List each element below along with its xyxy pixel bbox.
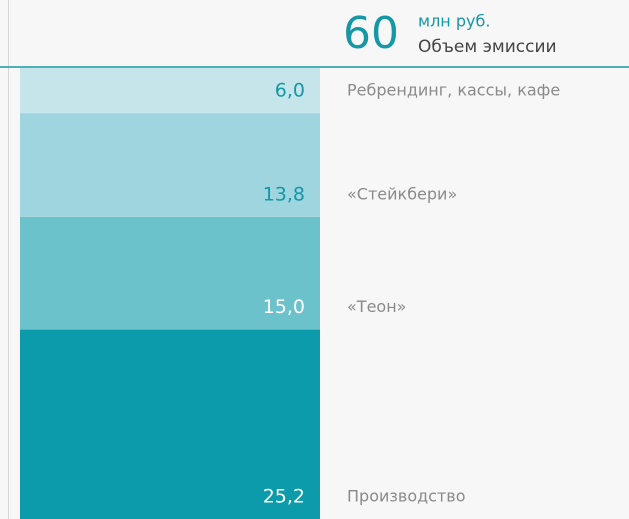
total-value: 60 [343,8,399,59]
value-label: 15,0 [263,296,305,318]
bar-segment [20,329,320,519]
bar-segment [20,113,320,217]
total-unit: млн руб. [418,12,490,31]
total-label: Объем эмиссии [418,37,557,57]
category-label: «Теон» [347,297,406,316]
category-label: Производство [347,487,466,506]
value-label: 25,2 [263,486,305,508]
value-label: 13,8 [263,183,305,205]
bar-segment [20,216,320,330]
category-label: Ребрендинг, кассы, кафе [347,81,560,100]
category-label: «Стейкбери» [347,184,457,203]
value-label: 6,0 [275,80,305,102]
bar-segment [20,68,320,114]
